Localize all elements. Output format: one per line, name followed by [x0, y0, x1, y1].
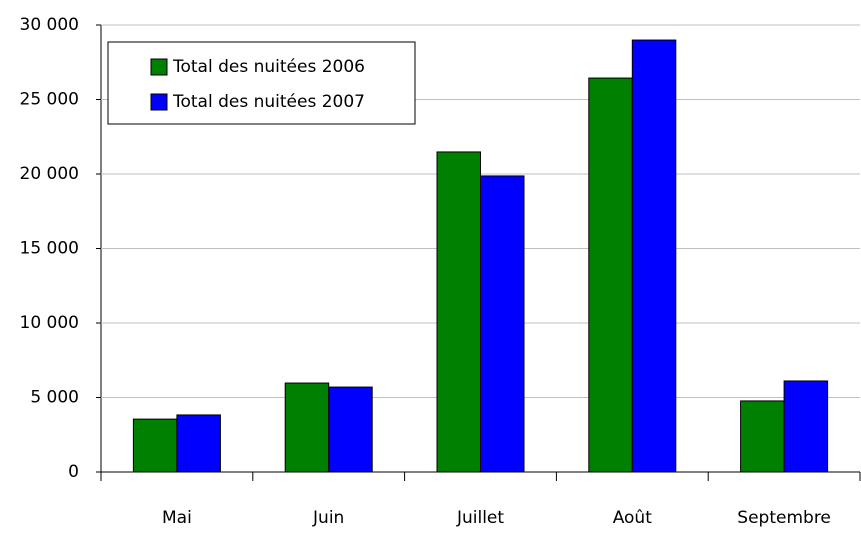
x-tick-label: Juillet	[456, 508, 504, 528]
y-tick-label: 15 000	[20, 239, 79, 259]
x-tick-label: Juin	[312, 508, 344, 528]
x-tick-label: Août	[613, 508, 653, 528]
y-tick-label: 25 000	[20, 90, 79, 110]
bar	[783, 380, 829, 473]
y-tick-label: 20 000	[20, 164, 79, 184]
y-tick-label: 0	[68, 462, 79, 482]
bar	[284, 382, 330, 473]
legend-label: Total des nuitées 2007	[172, 92, 365, 112]
x-tick-label: Septembre	[737, 508, 831, 528]
x-tick-label: Mai	[162, 508, 192, 528]
bar	[436, 151, 481, 473]
bar	[176, 414, 221, 473]
legend-swatch	[150, 93, 168, 111]
bar	[631, 39, 677, 473]
legend-label: Total des nuitées 2006	[172, 57, 365, 77]
y-tick-label: 10 000	[20, 313, 79, 333]
legend-swatch	[150, 58, 168, 76]
y-tick-label: 30 000	[20, 15, 79, 35]
bar	[132, 418, 178, 473]
y-tick-label: 5 000	[30, 388, 79, 408]
bar	[740, 400, 785, 473]
bar	[328, 386, 373, 473]
bar	[588, 77, 633, 473]
bar	[480, 175, 525, 473]
